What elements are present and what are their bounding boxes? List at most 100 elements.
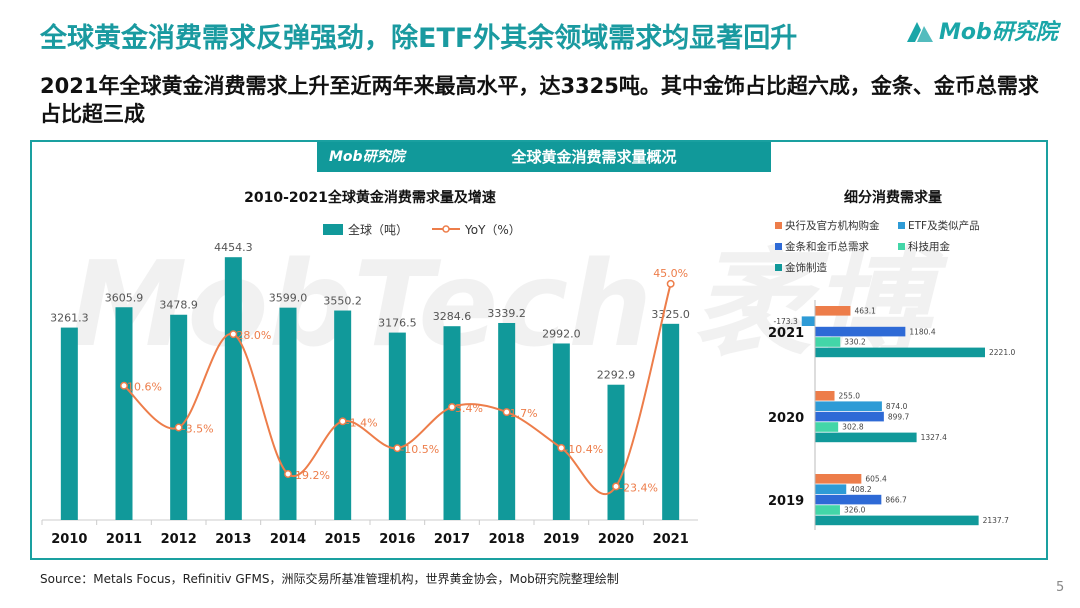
segment-value-label: 866.7	[885, 495, 907, 504]
legend-swatch	[775, 222, 782, 229]
legend-swatch	[898, 222, 905, 229]
yoy-value-label: -3.5%	[182, 422, 214, 435]
bar	[224, 257, 242, 520]
legend-label: 金饰制造	[785, 261, 827, 274]
yoy-value-label: 10.6%	[127, 381, 162, 394]
bar-value-label: 3339.2	[487, 307, 526, 320]
legend-swatch-bars	[323, 224, 343, 235]
brand-logo: Mob研究院	[905, 12, 1058, 48]
logo-mark-icon	[905, 16, 935, 44]
page-subtitle: 2021年全球黄金消费需求上升至近两年来最高水平，达3325吨。其中金饰占比超六…	[40, 74, 1039, 126]
segment-value-label: 1327.4	[921, 433, 947, 442]
segment-bar	[815, 337, 841, 347]
x-tick-label: 2017	[434, 532, 470, 547]
yoy-point	[393, 444, 402, 453]
bar-value-label: 3284.6	[433, 310, 472, 323]
bar-value-label: 3550.2	[323, 295, 362, 308]
x-tick-label: 2012	[161, 532, 197, 547]
segment-bar	[815, 401, 882, 411]
bar	[552, 343, 570, 520]
panel-logo: Mob研究院	[329, 149, 405, 165]
bar	[60, 327, 78, 520]
yoy-value-label: -23.4%	[619, 481, 658, 494]
bar	[115, 307, 133, 520]
bar	[279, 307, 297, 520]
bar-value-label: 3325.0	[651, 308, 690, 321]
yoy-point	[502, 408, 511, 417]
yoy-point	[448, 403, 456, 412]
segment-bar	[815, 326, 906, 337]
segment-value-label: 255.0	[839, 392, 861, 401]
bar-value-label: 2992.0	[542, 327, 581, 340]
segment-value-label: 408.2	[850, 485, 872, 494]
x-tick-label: 2011	[106, 532, 142, 547]
source-note: Source：Metals Focus，Refinitiv GFMS，洲际交易所…	[40, 572, 619, 586]
bar	[443, 326, 461, 520]
segment-bar	[815, 432, 917, 443]
yoy-value-label: 3.4%	[455, 402, 483, 415]
x-tick-label: 2018	[489, 532, 525, 547]
chart-panel	[30, 140, 1048, 560]
segment-bar	[815, 505, 840, 515]
segment-bar	[815, 347, 985, 358]
yoy-value-label: -10.5%	[400, 443, 439, 456]
x-tick-label: 2013	[215, 532, 251, 547]
segment-value-label: 874.0	[886, 402, 908, 411]
yoy-value-label: -10.4%	[564, 443, 603, 456]
yoy-value-label: 1.7%	[510, 407, 538, 420]
segment-value-label: -173.3	[774, 317, 798, 326]
yoy-value-label: 45.0%	[653, 267, 688, 280]
segment-bar	[815, 494, 882, 505]
bar	[170, 314, 188, 520]
bar-value-label: 3176.5	[378, 317, 417, 330]
bar-value-label: 4454.3	[214, 241, 253, 254]
page-title: 全球黄金消费需求反弹强劲，除ETF外其余领域需求均显著回升	[40, 23, 798, 54]
yoy-point	[174, 423, 183, 432]
bar	[607, 384, 625, 520]
x-tick-label: 2014	[270, 532, 306, 547]
segment-value-label: 605.4	[865, 475, 887, 484]
panel-title: 全球黄金消费需求量概况	[511, 148, 677, 166]
segment-bar	[815, 411, 884, 422]
bar-value-label: 3605.9	[105, 291, 144, 304]
yoy-point	[284, 470, 292, 478]
bar	[388, 332, 406, 520]
yoy-point	[557, 443, 566, 452]
bar-value-label: 3261.3	[50, 312, 89, 325]
bar	[334, 310, 352, 520]
chart-title: 2010-2021全球黄金消费需求量及增速	[244, 189, 496, 206]
yoy-point	[666, 279, 675, 288]
yoy-point	[612, 482, 620, 491]
page-number: 5	[1056, 580, 1065, 595]
y-category-label: 2020	[768, 411, 804, 426]
segment-value-label: 330.2	[844, 338, 866, 347]
bar	[498, 322, 516, 520]
segment-value-label: 463.1	[854, 307, 876, 316]
legend-label: 央行及官方机构购金	[785, 219, 880, 232]
x-tick-label: 2016	[379, 532, 415, 547]
segment-value-label: 302.8	[842, 423, 864, 432]
segment-bar	[801, 316, 815, 326]
yoy-point	[338, 417, 347, 426]
segment-bar	[815, 391, 835, 401]
legend-swatch	[775, 264, 782, 271]
legend-marker-yoy	[442, 225, 450, 233]
segment-value-label: 2137.7	[983, 516, 1009, 525]
legend-label-yoy: YoY（%）	[464, 223, 521, 237]
bar-value-label: 2292.9	[597, 369, 636, 382]
x-tick-label: 2021	[653, 532, 689, 547]
segment-value-label: 1180.4	[909, 327, 935, 336]
segment-value-label: 2221.0	[989, 348, 1015, 357]
yoy-point	[120, 381, 128, 390]
legend-swatch	[898, 243, 905, 250]
segment-bar	[815, 306, 851, 316]
segment-bar	[815, 474, 862, 484]
yoy-value-label: -1.4%	[346, 416, 378, 429]
segment-bar	[815, 515, 979, 526]
x-tick-label: 2010	[51, 532, 87, 547]
bar-value-label: 3478.9	[159, 299, 198, 312]
yoy-point	[229, 330, 238, 339]
x-tick-label: 2015	[325, 532, 361, 547]
segment-value-label: 899.7	[888, 412, 910, 421]
